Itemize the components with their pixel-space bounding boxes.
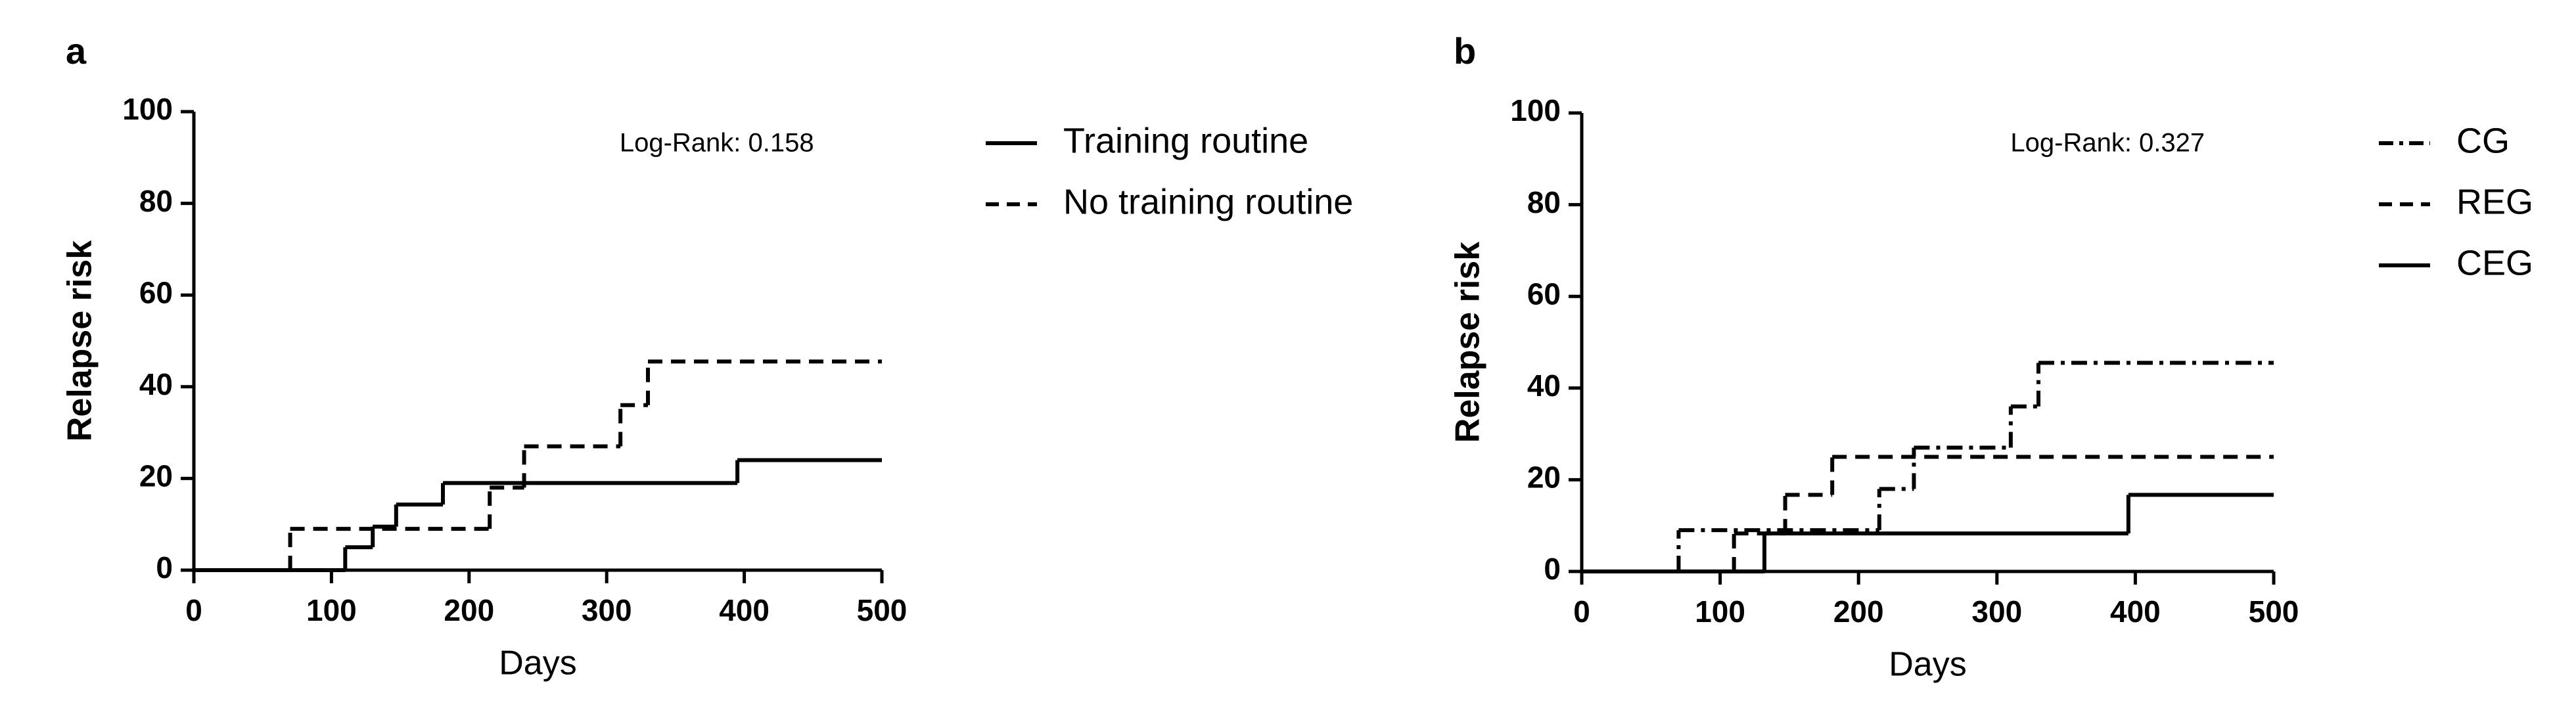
- y-tick-label: 40: [1527, 368, 1561, 403]
- y-tick-label: 40: [139, 367, 173, 401]
- y-tick-label: 80: [139, 184, 173, 218]
- y-axis-label: Relapse risk: [61, 240, 99, 441]
- y-tick-label: 80: [1527, 185, 1561, 219]
- annotation: Log-Rank: 0.327: [2010, 129, 2205, 158]
- y-tick-label: 0: [156, 550, 173, 585]
- y-tick-label: 20: [139, 459, 173, 493]
- y-axis-label: Relapse risk: [1449, 242, 1487, 443]
- y-tick-label: 100: [1510, 93, 1561, 127]
- y-tick-label: 60: [139, 275, 173, 309]
- panel-label: a: [66, 30, 87, 72]
- legend-label: CEG: [2456, 243, 2533, 282]
- legend-label: CG: [2456, 121, 2510, 160]
- y-tick-label: 100: [122, 92, 173, 126]
- x-tick-label: 100: [306, 593, 357, 627]
- x-tick-label: 500: [857, 593, 908, 627]
- x-tick-label: 300: [582, 593, 632, 627]
- legend-label: No training routine: [1063, 182, 1353, 221]
- x-axis-label: Days: [1889, 646, 1966, 684]
- x-tick-label: 300: [1971, 594, 2022, 629]
- y-tick-label: 20: [1527, 460, 1561, 495]
- x-tick-label: 500: [2249, 594, 2299, 629]
- y-tick-label: 60: [1527, 277, 1561, 311]
- x-tick-label: 0: [1573, 594, 1590, 629]
- x-tick-label: 100: [1695, 594, 1745, 629]
- annotation: Log-Rank: 0.158: [620, 129, 814, 158]
- y-tick-label: 0: [1544, 552, 1561, 586]
- x-axis-label: Days: [499, 644, 576, 682]
- x-tick-label: 200: [1833, 594, 1884, 629]
- x-tick-label: 400: [719, 593, 770, 627]
- x-tick-label: 200: [444, 593, 494, 627]
- legend-label: REG: [2456, 182, 2533, 221]
- x-tick-label: 0: [185, 593, 202, 627]
- panel-label: b: [1454, 30, 1476, 72]
- x-tick-label: 400: [2110, 594, 2161, 629]
- legend-label: Training routine: [1063, 121, 1308, 160]
